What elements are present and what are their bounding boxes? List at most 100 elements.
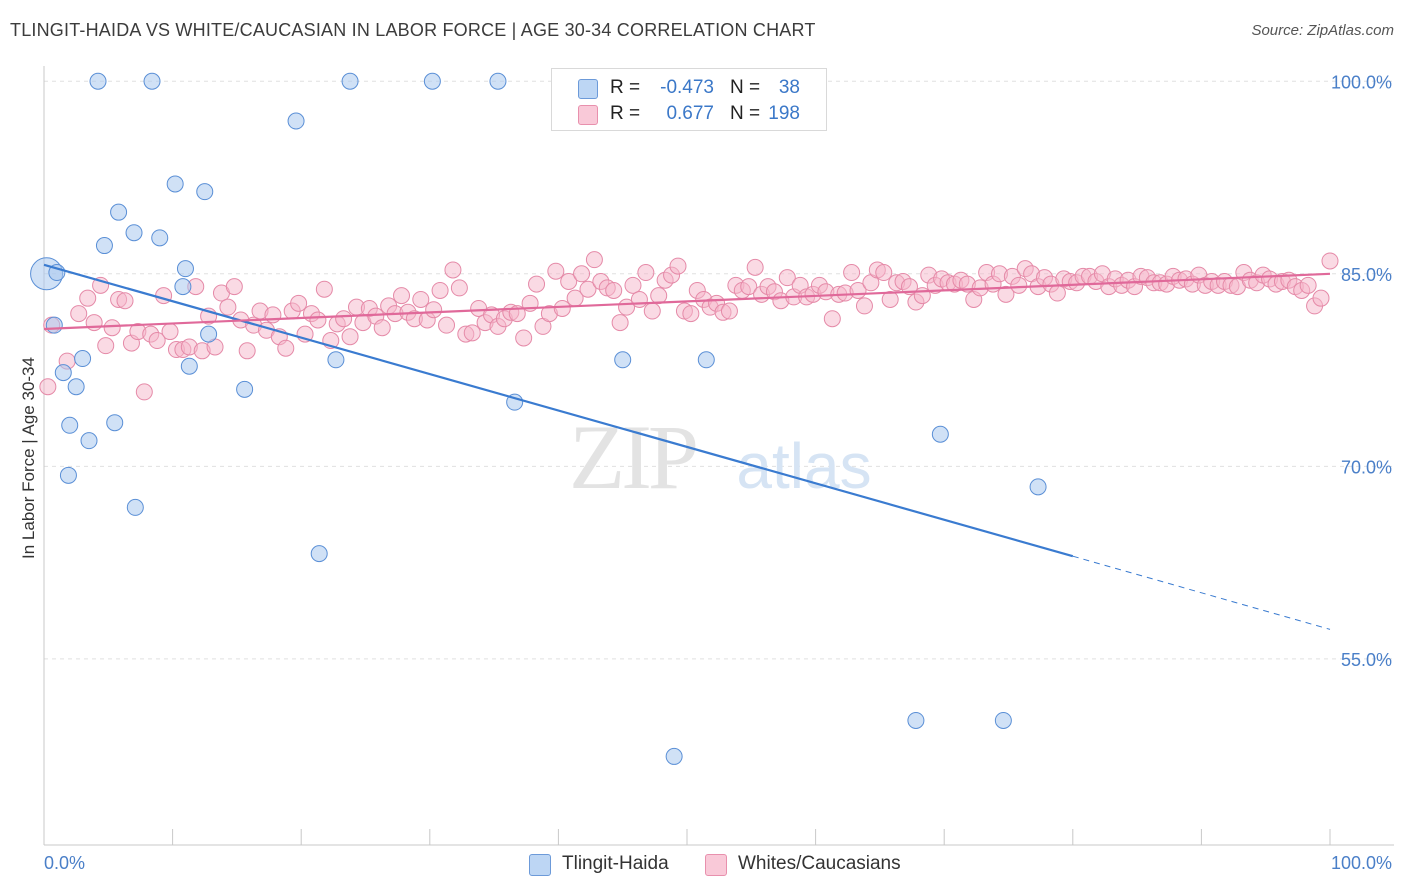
watermark-zip: ZIP bbox=[569, 406, 696, 508]
whites-points bbox=[39, 251, 1339, 401]
whites-point bbox=[277, 339, 295, 357]
whites-point bbox=[103, 319, 121, 337]
tlingit-point bbox=[126, 498, 144, 516]
whites-point bbox=[148, 332, 166, 350]
whites-point bbox=[431, 281, 449, 299]
bottom-legend-swatch-whites bbox=[705, 854, 727, 876]
tlingit-point bbox=[489, 72, 507, 90]
whites-point bbox=[161, 323, 179, 341]
whites-point bbox=[637, 264, 655, 282]
whites-point bbox=[412, 290, 430, 308]
stats-legend: R = -0.473 N = 38 R = 0.677 N = 198 bbox=[551, 68, 827, 131]
whites-point bbox=[997, 285, 1015, 303]
tlingit-point bbox=[174, 278, 192, 296]
tlingit-point bbox=[45, 316, 63, 334]
legend-r-label: R = bbox=[610, 77, 641, 98]
y-tick-label: 85.0% bbox=[1341, 265, 1392, 285]
tlingit-point bbox=[423, 72, 441, 90]
whites-point bbox=[746, 258, 764, 276]
tlingit-point bbox=[287, 112, 305, 130]
whites-point bbox=[528, 275, 546, 293]
whites-point bbox=[1010, 276, 1028, 294]
legend-row-whites: R = 0.677 N = 198 bbox=[552, 100, 826, 126]
whites-point bbox=[624, 276, 642, 294]
trend-lines bbox=[43, 263, 1331, 630]
y-tick-label: 100.0% bbox=[1331, 72, 1392, 92]
whites-point bbox=[393, 287, 411, 305]
whites-point bbox=[560, 272, 578, 290]
legend-n-label: N = bbox=[730, 103, 761, 124]
bottom-legend-whites: Whites/Caucasians bbox=[738, 853, 901, 874]
y-tick-label: 70.0% bbox=[1341, 457, 1392, 477]
tlingit-point bbox=[200, 325, 218, 343]
whites-trend-line bbox=[43, 272, 1331, 331]
tlingit-point bbox=[59, 466, 77, 484]
whites-point bbox=[79, 289, 97, 307]
whites-point bbox=[547, 262, 565, 280]
whites-point bbox=[1299, 276, 1317, 294]
tlingit-point bbox=[54, 364, 72, 382]
y-axis-label: In Labor Force | Age 30-34 bbox=[19, 357, 38, 559]
whites-point bbox=[1321, 252, 1339, 270]
tlingit-point bbox=[310, 545, 328, 563]
whites-point bbox=[463, 324, 481, 342]
whites-point bbox=[1048, 284, 1066, 302]
whites-point bbox=[605, 281, 623, 299]
x-tick-labels: 0.0% 100.0% bbox=[44, 853, 1392, 873]
whites-point bbox=[290, 294, 308, 312]
axes bbox=[43, 66, 1394, 846]
whites-point bbox=[425, 301, 443, 319]
whites-point bbox=[823, 310, 841, 328]
tlingit-point bbox=[994, 711, 1012, 729]
tlingit-point bbox=[95, 237, 113, 255]
whites-point bbox=[855, 297, 873, 315]
tlingit-point bbox=[166, 175, 184, 193]
grid-lines bbox=[44, 80, 1394, 660]
whites-point bbox=[116, 292, 134, 310]
x-tick-label-min: 0.0% bbox=[44, 853, 85, 873]
tlingit-point bbox=[151, 229, 169, 247]
x-tick-label-max: 100.0% bbox=[1331, 853, 1392, 873]
legend-swatch-tlingit bbox=[578, 79, 598, 99]
tlingit-point bbox=[106, 414, 124, 432]
whites-point bbox=[219, 298, 237, 316]
tlingit-point bbox=[110, 203, 128, 221]
tlingit-point bbox=[61, 416, 79, 434]
tlingit-point bbox=[236, 380, 254, 398]
tlingit-point bbox=[180, 357, 198, 375]
whites-point bbox=[315, 280, 333, 298]
whites-point bbox=[875, 264, 893, 282]
whites-point bbox=[650, 287, 668, 305]
whites-point bbox=[70, 305, 88, 323]
tlingit-point bbox=[327, 351, 345, 369]
whites-point bbox=[225, 278, 243, 296]
legend-r-value: -0.473 bbox=[660, 77, 714, 98]
whites-point bbox=[515, 329, 533, 347]
whites-point bbox=[778, 269, 796, 287]
whites-point bbox=[611, 314, 629, 332]
legend-n-value: 38 bbox=[778, 77, 800, 98]
whites-point bbox=[740, 278, 758, 296]
tlingit-point bbox=[1029, 478, 1047, 496]
tlingit-trend-extension bbox=[1072, 555, 1331, 630]
whites-point bbox=[335, 310, 353, 328]
whites-point bbox=[669, 257, 687, 275]
y-tick-labels: 55.0% 70.0% 85.0% 100.0% bbox=[1331, 72, 1392, 670]
tlingit-point bbox=[74, 350, 92, 368]
whites-point bbox=[438, 316, 456, 334]
whites-point bbox=[579, 280, 597, 298]
whites-point bbox=[373, 319, 391, 337]
legend-n-label: N = bbox=[730, 77, 761, 98]
whites-point bbox=[97, 337, 115, 355]
chart-title: TLINGIT-HAIDA VS WHITE/CAUCASIAN IN LABO… bbox=[10, 20, 816, 40]
whites-point bbox=[843, 264, 861, 282]
whites-point bbox=[682, 305, 700, 323]
whites-point bbox=[630, 290, 648, 308]
whites-point bbox=[881, 290, 899, 308]
bottom-legend-swatch-tlingit bbox=[529, 854, 551, 876]
tlingit-point bbox=[143, 72, 161, 90]
whites-point bbox=[309, 311, 327, 329]
tlingit-point bbox=[931, 425, 949, 443]
bottom-legend: Tlingit-Haida Whites/Caucasians bbox=[529, 851, 949, 877]
